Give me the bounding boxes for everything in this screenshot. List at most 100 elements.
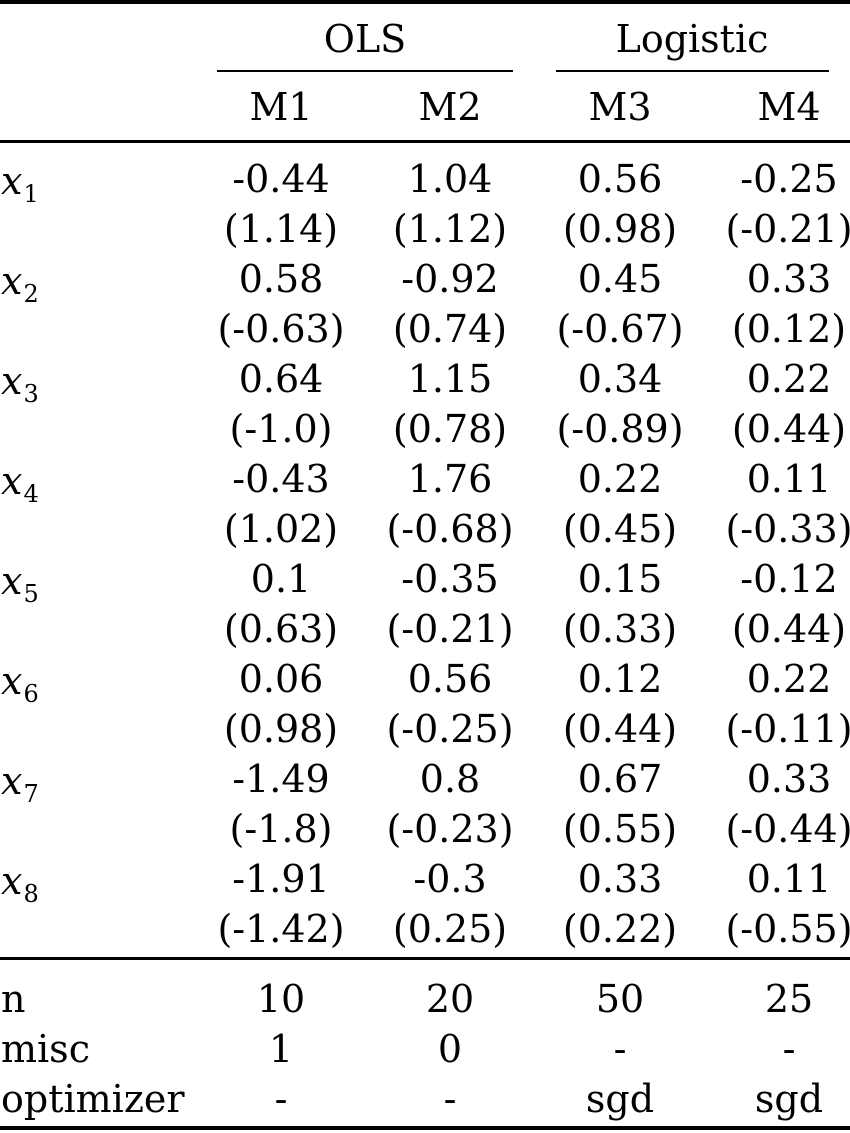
row-label-subscript: 6: [23, 680, 39, 708]
se-cell: (0.22): [562, 907, 678, 951]
row-label-x3: x3: [1, 362, 39, 406]
se-cell: (0.98): [562, 207, 678, 251]
footer-cell: -: [274, 1077, 288, 1121]
model-header-m2: M2: [418, 85, 482, 129]
coef-cell: 0.56: [577, 157, 663, 201]
se-cell: (0.12): [731, 307, 847, 351]
footer-label: misc: [1, 1027, 90, 1071]
coef-cell: 0.22: [746, 357, 832, 401]
row-label-x7: x7: [1, 762, 39, 806]
row-label-base: x: [1, 459, 23, 503]
coef-cell: 0.64: [238, 357, 324, 401]
coef-cell: 0.1: [250, 557, 312, 601]
coef-cell: 0.34: [577, 357, 663, 401]
coef-cell: -0.44: [232, 157, 330, 201]
se-cell: (-0.67): [556, 307, 684, 351]
se-cell: (-0.68): [386, 507, 514, 551]
footer-cell: 20: [425, 977, 475, 1021]
footer-label: optimizer: [1, 1077, 185, 1121]
se-cell: (0.44): [562, 707, 678, 751]
se-cell: (-0.63): [217, 307, 345, 351]
coef-cell: 0.33: [577, 857, 663, 901]
group-header-ols: OLS: [323, 17, 407, 61]
coef-cell: 0.56: [407, 657, 493, 701]
coef-cell: -0.35: [401, 557, 499, 601]
se-cell: (-0.21): [386, 607, 514, 651]
model-header-m1: M1: [249, 85, 313, 129]
se-cell: (0.55): [562, 807, 678, 851]
row-label-subscript: 7: [23, 780, 39, 808]
coef-cell: 0.06: [238, 657, 324, 701]
row-label-subscript: 5: [23, 580, 39, 608]
footer-cell: -: [443, 1077, 457, 1121]
coef-cell: -0.92: [401, 257, 499, 301]
se-cell: (-0.44): [725, 807, 850, 851]
row-label-x2: x2: [1, 262, 39, 306]
coef-cell: 0.67: [577, 757, 663, 801]
model-header-m4: M4: [757, 85, 821, 129]
row-label-x5: x5: [1, 562, 39, 606]
coef-cell: 0.33: [746, 257, 832, 301]
footer-label: n: [1, 977, 26, 1021]
row-label-x8: x8: [1, 862, 39, 906]
se-cell: (0.33): [562, 607, 678, 651]
coef-cell: -0.12: [740, 557, 838, 601]
model-header-m3: M3: [588, 85, 652, 129]
se-cell: (-0.33): [725, 507, 850, 551]
coef-cell: 1.15: [407, 357, 493, 401]
coef-cell: 0.11: [746, 457, 832, 501]
coef-cell: -0.3: [413, 857, 487, 901]
row-label-subscript: 3: [23, 380, 39, 408]
footer-cell: 1: [268, 1027, 294, 1071]
se-cell: (0.63): [223, 607, 339, 651]
row-label-x1: x1: [1, 162, 39, 206]
group-header-logistic: Logistic: [615, 17, 769, 61]
row-label-subscript: 8: [23, 880, 39, 908]
coef-cell: -1.49: [232, 757, 330, 801]
row-label-subscript: 1: [23, 180, 39, 208]
se-cell: (-0.55): [725, 907, 850, 951]
se-cell: (1.14): [223, 207, 339, 251]
top-rule: [0, 0, 850, 4]
coef-cell: 1.04: [407, 157, 493, 201]
coef-cell: -1.91: [232, 857, 330, 901]
se-cell: (-1.0): [229, 407, 333, 451]
se-cell: (0.44): [731, 407, 847, 451]
row-label-base: x: [1, 659, 23, 703]
coef-cell: 0.45: [577, 257, 663, 301]
coef-cell: -0.43: [232, 457, 330, 501]
row-label-base: x: [1, 559, 23, 603]
mid-rule: [0, 957, 850, 960]
se-cell: (-0.25): [386, 707, 514, 751]
footer-cell: -: [613, 1027, 627, 1071]
se-cell: (-1.42): [217, 907, 345, 951]
coef-cell: 0.33: [746, 757, 832, 801]
row-label-base: x: [1, 859, 23, 903]
coef-cell: 0.22: [746, 657, 832, 701]
bottom-rule: [0, 1126, 850, 1130]
logistic-cmidrule: [556, 70, 829, 72]
row-label-base: x: [1, 259, 23, 303]
footer-cell: 50: [595, 977, 645, 1021]
coef-cell: 0.8: [419, 757, 481, 801]
row-label-base: x: [1, 159, 23, 203]
coef-cell: 0.58: [238, 257, 324, 301]
se-cell: (0.78): [392, 407, 508, 451]
row-label-subscript: 2: [23, 280, 39, 308]
se-cell: (-0.21): [725, 207, 850, 251]
footer-cell: sgd: [585, 1077, 655, 1121]
row-label-subscript: 4: [23, 480, 39, 508]
coef-cell: -0.25: [740, 157, 838, 201]
header-rule: [0, 140, 850, 143]
row-label-base: x: [1, 359, 23, 403]
footer-cell: sgd: [754, 1077, 824, 1121]
coef-cell: 0.11: [746, 857, 832, 901]
footer-cell: -: [782, 1027, 796, 1071]
se-cell: (0.44): [731, 607, 847, 651]
se-cell: (-0.23): [386, 807, 514, 851]
se-cell: (-0.89): [556, 407, 684, 451]
footer-cell: 25: [764, 977, 814, 1021]
row-label-base: x: [1, 759, 23, 803]
se-cell: (-0.11): [725, 707, 850, 751]
se-cell: (1.02): [223, 507, 339, 551]
